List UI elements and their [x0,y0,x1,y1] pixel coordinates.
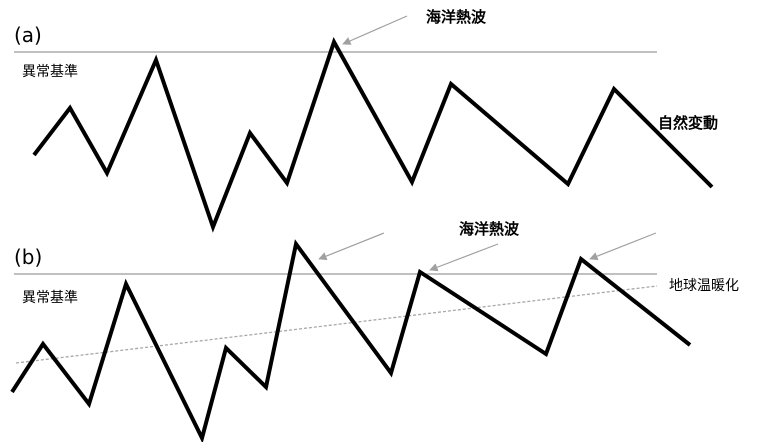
panel-a-threshold-label: 異常基準 [22,63,78,80]
panel-b-heatwave-label: 海洋熱波 [459,220,520,238]
panel-a-heatwave-arrow [342,15,408,45]
panel-a-variability-line [32,37,714,233]
panel-a-label: (a) [14,23,42,47]
panel-b-warming-trend-line [15,285,658,364]
panel-b-heatwave-arrow-2 [429,243,499,272]
panel-b-warming-label: 地球温暖化 [669,278,739,294]
panel-a-variability-label: 自然変動 [658,114,718,132]
panel-a-heatwave-label: 海洋熱波 [426,8,487,26]
panel-b-threshold-label: 異常基準 [22,289,78,306]
panel-b-label: (b) [14,245,42,269]
panel-b-variability-line [10,239,692,442]
panel-b-heatwave-arrow-3 [589,232,657,261]
panel-b-heatwave-arrow-1 [318,232,385,261]
panel-b: (b) 異常基準 地球温暖化 海洋熱波 [10,220,739,442]
panel-a: (a) 異常基準 海洋熱波 自然変動 [14,8,718,233]
